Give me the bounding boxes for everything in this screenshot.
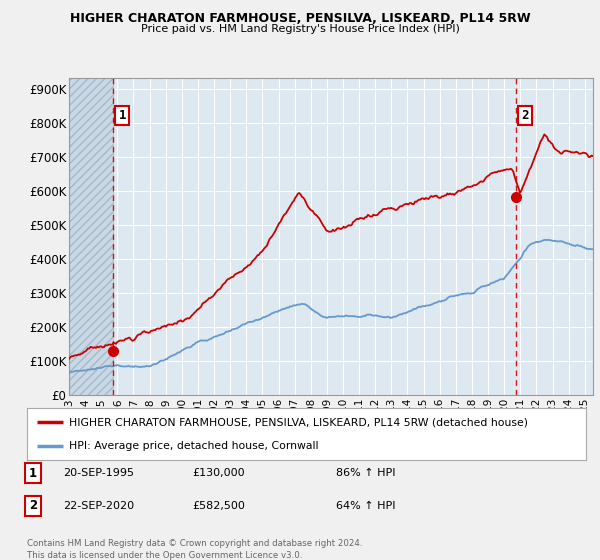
Text: 1: 1 <box>118 109 126 122</box>
Text: HPI: Average price, detached house, Cornwall: HPI: Average price, detached house, Corn… <box>69 441 319 451</box>
Text: 1: 1 <box>29 466 37 480</box>
Text: 86% ↑ HPI: 86% ↑ HPI <box>336 468 395 478</box>
Text: Contains HM Land Registry data © Crown copyright and database right 2024.
This d: Contains HM Land Registry data © Crown c… <box>27 539 362 559</box>
Text: 20-SEP-1995: 20-SEP-1995 <box>63 468 134 478</box>
Text: Price paid vs. HM Land Registry's House Price Index (HPI): Price paid vs. HM Land Registry's House … <box>140 24 460 34</box>
Text: £582,500: £582,500 <box>192 501 245 511</box>
Text: 2: 2 <box>521 109 529 122</box>
Text: 2: 2 <box>29 499 37 512</box>
Bar <box>69 78 113 395</box>
Text: HIGHER CHARATON FARMHOUSE, PENSILVA, LISKEARD, PL14 5RW (detached house): HIGHER CHARATON FARMHOUSE, PENSILVA, LIS… <box>69 417 528 427</box>
Text: 22-SEP-2020: 22-SEP-2020 <box>63 501 134 511</box>
Bar <box>69 78 113 395</box>
Text: £130,000: £130,000 <box>192 468 245 478</box>
Text: 64% ↑ HPI: 64% ↑ HPI <box>336 501 395 511</box>
Text: HIGHER CHARATON FARMHOUSE, PENSILVA, LISKEARD, PL14 5RW: HIGHER CHARATON FARMHOUSE, PENSILVA, LIS… <box>70 12 530 25</box>
